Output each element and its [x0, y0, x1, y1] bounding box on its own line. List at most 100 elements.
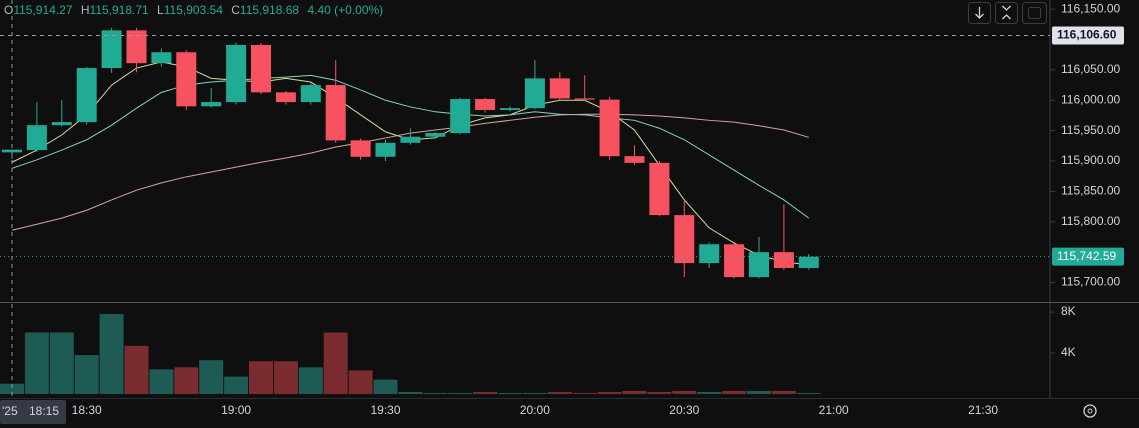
- volume-bar: [522, 392, 547, 394]
- x-tick-label: 21:00: [819, 403, 849, 417]
- scroll-down-button[interactable]: [968, 2, 991, 24]
- volume-tick-label: 8K: [1061, 304, 1076, 318]
- volume-bar: [747, 390, 771, 394]
- volume-bar: [24, 332, 49, 394]
- volume-bar: [597, 391, 622, 394]
- candle-body: [574, 98, 595, 100]
- candle-body: [450, 99, 471, 134]
- candle-body: [674, 215, 695, 264]
- candle-body: [699, 244, 720, 264]
- volume-bar: [323, 332, 348, 394]
- candle-body: [325, 85, 346, 141]
- volume-bar: [572, 392, 597, 394]
- x-tick-label: 19:30: [370, 403, 400, 417]
- x-tick-label: 20:30: [669, 403, 699, 417]
- candle-body: [151, 52, 172, 64]
- candle-body: [649, 162, 670, 216]
- x-tick-label: 18:30: [72, 403, 102, 417]
- volume-bar: [697, 391, 722, 394]
- maximize-button[interactable]: [1022, 2, 1047, 24]
- candle-body: [51, 122, 72, 126]
- candle-body: [425, 133, 446, 137]
- candle-body: [251, 44, 271, 93]
- y-tick-label: 116,000.00: [1061, 92, 1120, 106]
- candle-body: [599, 99, 620, 157]
- y-tick-label: 115,950.00: [1061, 123, 1120, 137]
- volume-bar: [348, 370, 373, 394]
- volume-bar: [49, 332, 74, 394]
- last-price-box: [1052, 247, 1124, 266]
- candle-body: [749, 252, 769, 278]
- volume-bar: [298, 367, 323, 394]
- legend-key: H: [80, 3, 90, 17]
- collapse-button[interactable]: [995, 2, 1018, 24]
- volume-bar: [473, 391, 498, 394]
- crosshair-date: '25: [2, 404, 18, 418]
- candle-body: [773, 252, 794, 268]
- x-tick-label: 21:30: [968, 403, 998, 417]
- candle-body: [101, 30, 122, 69]
- candle-body: [176, 52, 197, 107]
- crosshair-price-label: 116,106.60: [1057, 28, 1117, 42]
- candle-body: [26, 125, 47, 151]
- x-tick-label: 19:00: [221, 403, 251, 417]
- legend-value: 115,918.71: [89, 3, 149, 17]
- volume-bar: [448, 392, 473, 394]
- candle-body: [798, 256, 819, 268]
- y-tick-label: 115,850.00: [1061, 184, 1120, 198]
- volume-bar: [99, 314, 124, 394]
- legend-key: L: [157, 3, 164, 17]
- volume-bar: [498, 392, 522, 394]
- volume-bar: [74, 355, 99, 394]
- candle-body: [524, 78, 545, 109]
- volume-bar: [199, 360, 224, 394]
- ma-line: [11, 74, 810, 219]
- candle-body: [76, 68, 97, 123]
- volume-bar: [672, 390, 697, 394]
- volume-bar: [124, 345, 149, 394]
- legend-value: 115,918.68: [239, 3, 300, 17]
- volume-bar: [398, 391, 423, 394]
- candle-body: [226, 44, 247, 103]
- candle-body: [724, 244, 745, 278]
- candle-body: [126, 30, 147, 64]
- candle-body: [375, 142, 396, 157]
- legend-change: 4.40 (+0.00%): [307, 3, 384, 17]
- plot: 116,150.00 116,050.00 116,000.00 115,950.00…: [0, 0, 1124, 424]
- candle-body: [300, 85, 321, 103]
- settings-button[interactable]: [1083, 404, 1097, 418]
- crosshair-time-box: [0, 400, 66, 424]
- y-tick-label: 116,150.00: [1061, 1, 1120, 15]
- legend-key: C: [231, 3, 240, 17]
- volume-bar: [647, 391, 672, 394]
- y-tick-label: 116,050.00: [1061, 62, 1120, 76]
- volume-bar: [373, 379, 398, 394]
- volume-tick-label: 4K: [1061, 345, 1076, 359]
- volume-bar: [273, 361, 298, 394]
- volume-bar: [149, 369, 174, 394]
- x-tick-label: 20:00: [520, 403, 550, 417]
- volume-bar: [0, 383, 24, 394]
- candle-body: [624, 156, 645, 163]
- legend-key: O: [4, 3, 14, 17]
- candle-body: [400, 136, 421, 143]
- candle-body: [549, 78, 570, 99]
- volume-bar: [174, 367, 199, 394]
- volume-bar: [722, 390, 747, 394]
- y-tick-label: 115,800.00: [1061, 214, 1120, 228]
- candle-body: [500, 108, 520, 110]
- legend-value: 115,914.27: [13, 3, 73, 17]
- legend-value: 115,903.54: [163, 3, 223, 17]
- last-price-label: 115,742.59: [1057, 249, 1116, 263]
- candle-body: [475, 99, 496, 110]
- volume-bar: [622, 390, 647, 394]
- y-tick-label: 115,900.00: [1061, 153, 1120, 167]
- volume-bar: [423, 392, 448, 394]
- volume-bar: [547, 391, 572, 394]
- crosshair-price-box: [1052, 26, 1124, 45]
- candle-body: [350, 140, 371, 157]
- volume-bar: [796, 392, 821, 394]
- crosshair-time: 18:15: [29, 404, 59, 418]
